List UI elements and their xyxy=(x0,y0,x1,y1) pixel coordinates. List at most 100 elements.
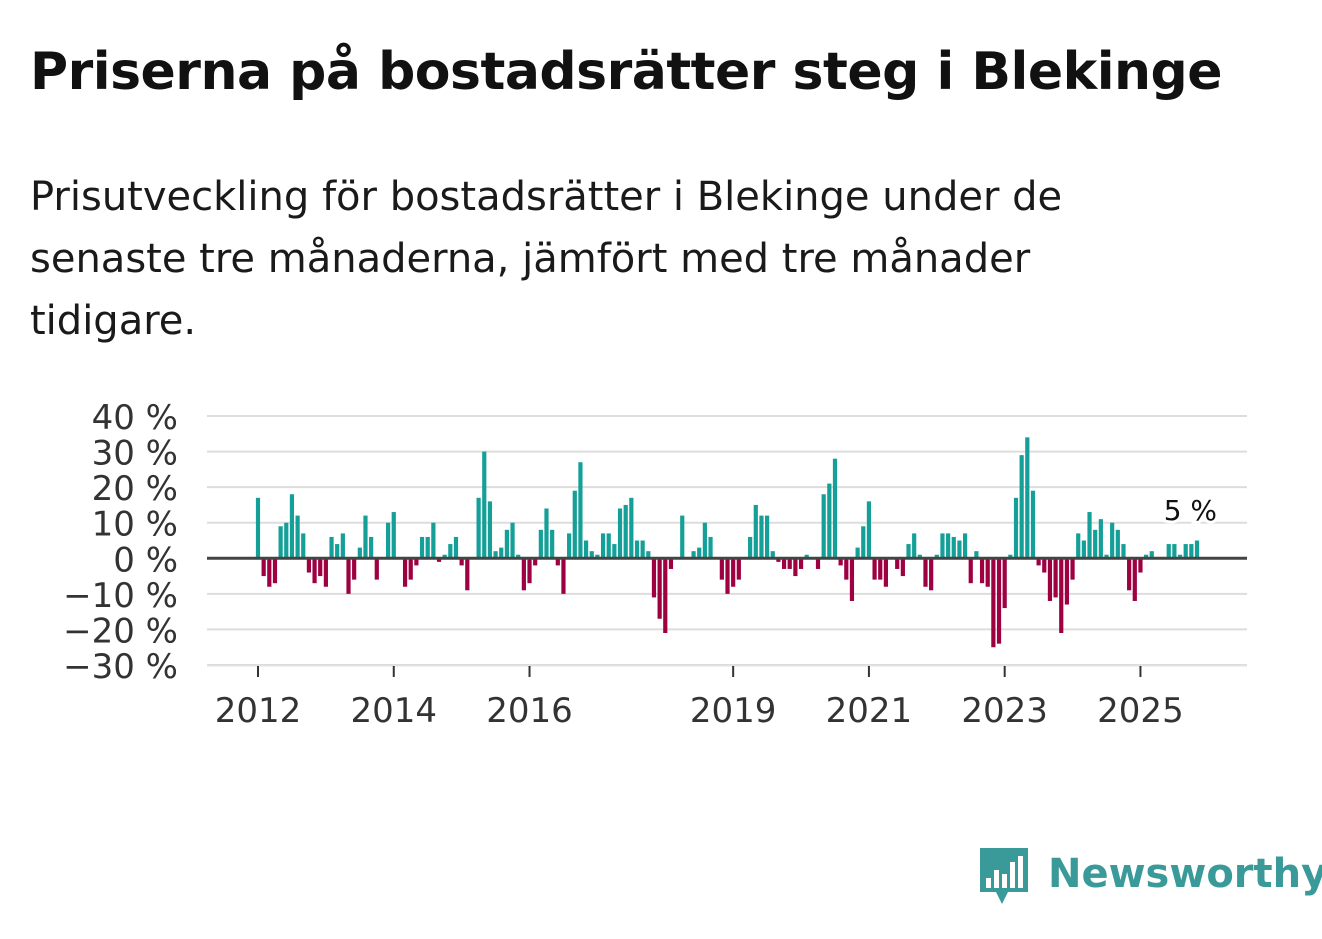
bar xyxy=(849,558,855,601)
bar xyxy=(934,554,939,559)
bar xyxy=(793,558,798,577)
bar-chart: 40 %30 %20 %10 %0 %−10 %−20 %−30 % 2012 2… xyxy=(63,398,1247,731)
bar xyxy=(968,558,973,584)
bar xyxy=(974,551,979,559)
bar xyxy=(1166,544,1171,559)
bar xyxy=(617,508,623,559)
bar xyxy=(436,558,442,562)
bar xyxy=(1104,554,1109,559)
bar xyxy=(595,554,600,559)
bar xyxy=(544,508,549,559)
bar xyxy=(1087,512,1092,559)
y-tick-label: 40 % xyxy=(92,398,178,438)
bar xyxy=(442,554,447,559)
bar xyxy=(482,451,487,559)
bar xyxy=(855,547,860,559)
bar xyxy=(487,501,493,559)
bar xyxy=(329,536,334,559)
bar xyxy=(301,533,306,559)
bar xyxy=(1042,558,1047,573)
bar xyxy=(555,558,560,566)
bar xyxy=(991,558,996,648)
bar xyxy=(352,558,357,580)
bar xyxy=(861,526,866,559)
bar xyxy=(306,558,312,573)
bar xyxy=(1076,533,1081,559)
bar xyxy=(1183,544,1188,559)
bar xyxy=(629,497,634,559)
bar xyxy=(878,558,883,580)
bar xyxy=(550,529,555,559)
bar xyxy=(917,554,922,559)
bar xyxy=(363,515,368,559)
y-tick-label: −20 % xyxy=(63,611,178,651)
bar xyxy=(284,522,289,559)
bar xyxy=(312,558,317,584)
bar xyxy=(1194,540,1200,559)
bar xyxy=(323,558,328,587)
bar xyxy=(640,540,645,559)
bar xyxy=(946,533,951,559)
bar xyxy=(572,490,577,559)
bar xyxy=(770,551,775,559)
bar xyxy=(527,558,532,584)
bar xyxy=(346,558,351,594)
bar xyxy=(318,558,323,577)
annotation-label: 5 % xyxy=(1164,494,1217,527)
bar xyxy=(708,536,713,559)
bar xyxy=(1110,522,1115,559)
bar xyxy=(940,533,945,559)
bar xyxy=(1149,551,1154,559)
bar xyxy=(589,551,594,559)
bar xyxy=(623,504,628,559)
bar xyxy=(996,558,1002,644)
chart-title: Priserna på bostadsrätter steg i Bleking… xyxy=(30,42,1223,102)
bar xyxy=(663,558,668,633)
bar xyxy=(255,497,261,559)
bar xyxy=(895,558,900,569)
bar xyxy=(516,554,521,559)
x-tick-label: 2012 xyxy=(215,691,302,731)
bar xyxy=(606,533,611,559)
bar xyxy=(448,544,453,559)
bar xyxy=(923,558,928,587)
y-tick-label: −30 % xyxy=(63,647,178,687)
bar xyxy=(725,558,730,594)
bar xyxy=(1172,544,1177,559)
bar xyxy=(1070,558,1075,580)
bar xyxy=(962,533,968,559)
annotations: 5 % xyxy=(1161,491,1220,530)
y-tick-label: 10 % xyxy=(92,505,178,545)
y-tick-label: 20 % xyxy=(92,469,178,509)
bar xyxy=(827,483,832,559)
bars xyxy=(255,437,1200,648)
bar xyxy=(340,533,345,559)
bar xyxy=(1002,558,1007,609)
bar xyxy=(521,558,526,591)
bar xyxy=(906,544,911,559)
bar xyxy=(781,558,787,569)
x-tick-label: 2025 xyxy=(1097,691,1184,731)
bar xyxy=(567,533,572,559)
bar xyxy=(691,551,696,559)
bar xyxy=(838,558,843,566)
bar xyxy=(335,544,340,559)
bar xyxy=(1121,544,1126,559)
bar xyxy=(929,558,934,591)
bar xyxy=(1189,544,1194,559)
bar xyxy=(1093,529,1098,559)
x-tick-label: 2021 xyxy=(826,691,913,731)
bar xyxy=(1025,437,1030,559)
bar xyxy=(651,558,657,598)
bar xyxy=(957,540,962,559)
bar xyxy=(697,547,702,559)
bar xyxy=(431,522,436,559)
bar xyxy=(1177,554,1183,559)
bar xyxy=(386,522,391,559)
bar xyxy=(272,558,278,584)
bar xyxy=(408,558,413,580)
bar xyxy=(646,551,651,559)
bar xyxy=(736,558,741,580)
bar xyxy=(985,558,990,587)
bar xyxy=(776,558,781,562)
